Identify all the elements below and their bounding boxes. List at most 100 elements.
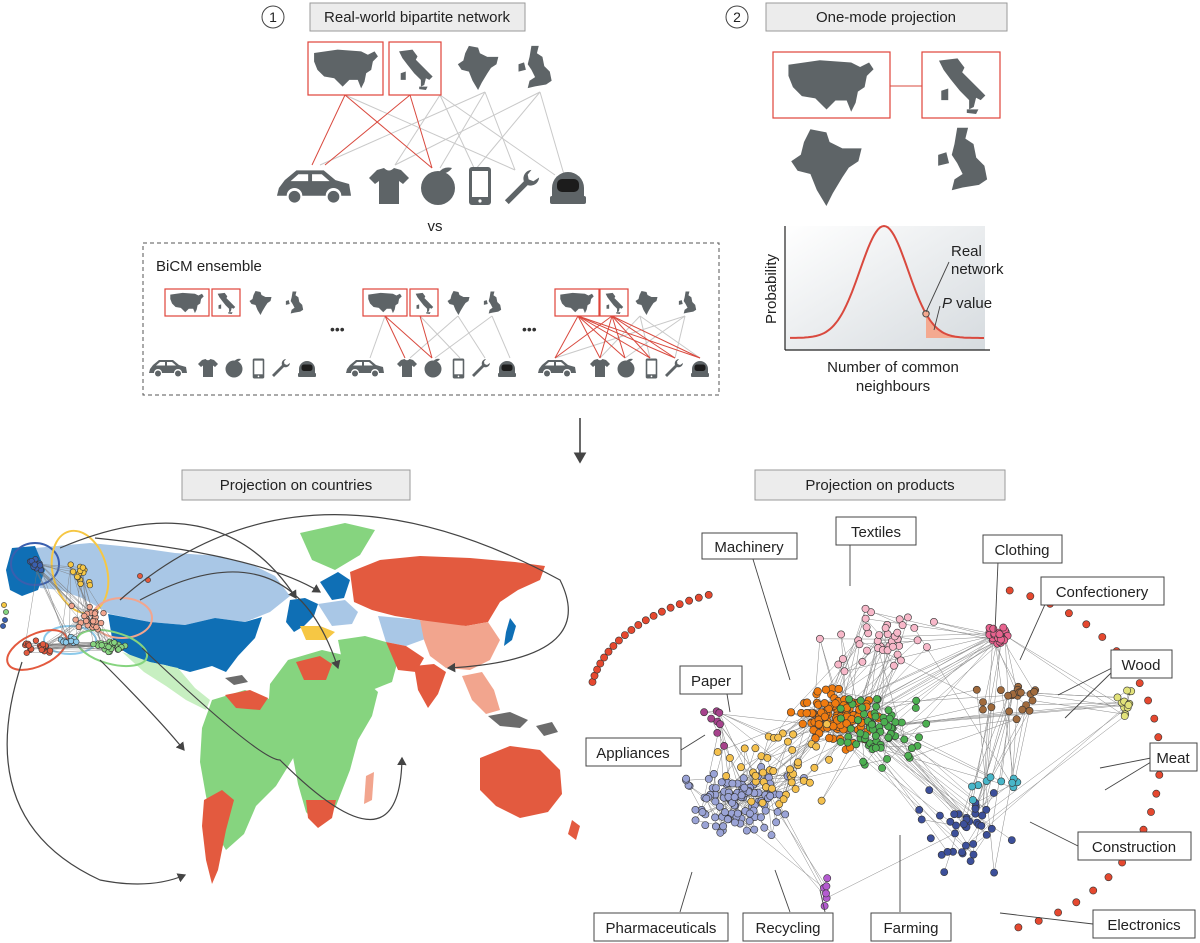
product-node <box>775 800 784 808</box>
product-node <box>855 640 864 649</box>
product-node <box>740 783 749 792</box>
cluster-ring-lightblue <box>43 625 97 655</box>
label-wood: Wood <box>1122 657 1161 674</box>
product-edge <box>1020 692 1128 708</box>
country-node <box>93 623 100 631</box>
products-panel-title: Projection on products <box>805 477 954 494</box>
label-farming: Farming <box>883 920 938 937</box>
product-node <box>861 604 870 613</box>
product-node <box>969 796 977 804</box>
product-node <box>740 744 749 753</box>
isolated-product-node <box>1054 908 1062 917</box>
product-node <box>700 708 708 717</box>
isolated-product-node <box>627 626 636 634</box>
isolated-product-node <box>704 591 713 599</box>
product-node <box>969 850 978 859</box>
smartphone-icon <box>469 167 491 205</box>
product-node <box>763 754 772 762</box>
product-node <box>842 719 851 728</box>
step2-number-circle <box>725 5 749 29</box>
product-edge <box>866 638 1003 707</box>
product-node <box>823 874 832 883</box>
country-node <box>98 642 105 649</box>
product-node <box>900 735 909 744</box>
product-node <box>791 785 800 793</box>
product-node <box>766 792 775 800</box>
isolated-product-node <box>596 659 605 668</box>
country-node <box>73 638 80 645</box>
product-node <box>968 782 976 791</box>
product-node <box>858 658 867 666</box>
product-edge <box>986 639 1002 782</box>
product-node <box>995 630 1004 639</box>
product-node <box>760 823 769 832</box>
country-node <box>86 582 93 589</box>
product-node <box>836 738 845 746</box>
madagascar-shape <box>364 772 374 804</box>
product-node <box>813 687 822 696</box>
product-edge <box>982 628 994 816</box>
product-node <box>862 623 871 632</box>
isolated-product-node <box>1072 898 1081 907</box>
product-edge <box>778 803 825 889</box>
product-node <box>757 813 765 822</box>
product-node <box>711 797 720 806</box>
product-node <box>817 796 826 805</box>
country-node <box>46 647 54 654</box>
product-node <box>925 786 934 794</box>
one-mode-projection <box>772 51 1001 206</box>
product-node <box>846 724 855 733</box>
label-textiles: Textiles <box>851 524 901 541</box>
product-edge <box>869 727 967 828</box>
step1-title: Real-world bipartite network <box>324 9 510 26</box>
product-node <box>698 808 707 817</box>
product-node <box>712 784 720 792</box>
product-node <box>788 746 797 754</box>
china-shape <box>420 620 500 670</box>
bipartite-network <box>276 41 586 205</box>
southeast-asia-shape <box>462 672 500 714</box>
country-node <box>67 637 75 645</box>
product-node <box>737 791 746 800</box>
product-node <box>860 710 868 718</box>
projection-usa-box <box>772 51 891 119</box>
country-clusters <box>0 529 153 671</box>
product-node <box>768 784 776 793</box>
product-node <box>822 889 830 898</box>
product-node <box>986 773 995 782</box>
product-node <box>966 857 975 865</box>
product-network-nodes <box>588 586 1164 932</box>
product-node <box>816 634 824 643</box>
product-node <box>811 734 820 743</box>
product-node <box>890 661 898 670</box>
plot-background <box>785 226 985 350</box>
product-node <box>915 806 924 814</box>
bicm-ensemble-frame <box>142 242 720 396</box>
product-node <box>840 667 849 676</box>
product-node <box>1012 715 1021 724</box>
product-node <box>1120 712 1129 720</box>
product-node <box>746 809 754 818</box>
product-edge <box>814 741 841 768</box>
arrow-to-east-europe <box>139 571 341 670</box>
product-node <box>726 754 734 762</box>
product-node <box>1005 707 1013 716</box>
product-node <box>978 811 987 820</box>
product-edge <box>773 712 792 739</box>
product-edge <box>712 745 725 789</box>
product-edge <box>857 637 1003 721</box>
product-node <box>786 765 794 774</box>
product-node <box>719 822 728 831</box>
isolated-product-node <box>604 647 613 656</box>
usa-highlight-box <box>307 41 384 96</box>
bicm-ensemble-title: BiCM ensemble <box>156 258 262 275</box>
country-node <box>111 639 118 646</box>
product-node <box>812 742 821 751</box>
isolated-product-node <box>609 642 618 650</box>
cluster-edge <box>39 563 78 578</box>
product-node <box>822 882 831 891</box>
product-node <box>751 771 760 780</box>
product-node <box>731 818 739 827</box>
label-construction: Construction <box>1092 839 1176 856</box>
